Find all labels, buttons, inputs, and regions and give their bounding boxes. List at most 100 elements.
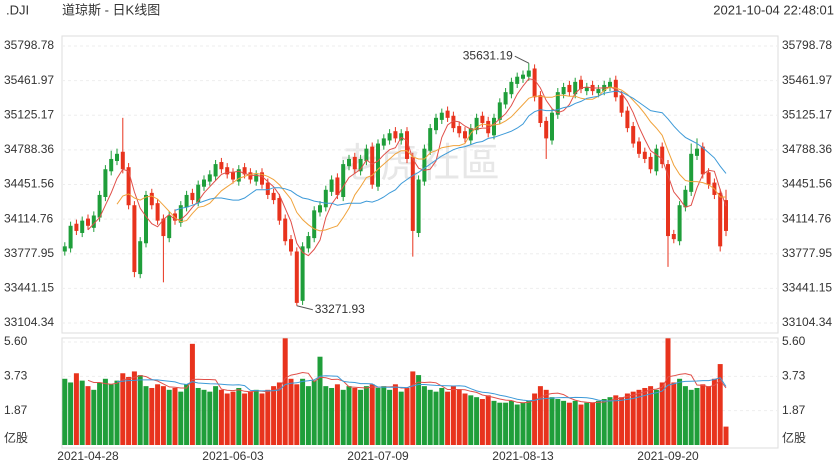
candle-body: [161, 218, 166, 237]
candle-body: [480, 115, 485, 123]
volume-bar: [259, 393, 265, 445]
volume-bar: [213, 386, 219, 445]
candle-body: [358, 158, 363, 172]
volume-bar: [363, 386, 369, 445]
y-tick-label: 34114.76: [4, 211, 53, 225]
candle-body: [492, 117, 496, 136]
candle-body: [219, 162, 224, 170]
candle-body: [654, 148, 659, 172]
volume-bar: [375, 387, 381, 445]
candle-body: [138, 241, 143, 275]
candle-body: [434, 117, 438, 131]
y-tick-label-right: 35125.17: [782, 107, 832, 121]
volume-bar: [398, 391, 404, 445]
candle-body: [265, 182, 270, 195]
candle-body: [532, 68, 537, 98]
y-tick-label: 35798.78: [4, 38, 54, 52]
candle-body: [706, 172, 711, 185]
volume-bar: [288, 378, 294, 445]
candle-body: [155, 203, 160, 221]
candle-body: [254, 174, 259, 182]
volume-bar: [178, 391, 184, 445]
volume-bar: [184, 384, 190, 445]
volume-bar: [711, 378, 717, 445]
volume-bar: [694, 387, 700, 445]
volume-bar: [253, 389, 259, 445]
x-tick-label: 2021-04-28: [57, 449, 119, 463]
y-tick-label: 3.73: [4, 369, 28, 383]
candle-body: [555, 92, 560, 115]
volume-bar: [537, 386, 543, 445]
y-tick-label-right: 35798.78: [782, 38, 832, 52]
volume-bar: [433, 391, 439, 445]
volume-bar: [236, 387, 242, 445]
volume-bar: [543, 389, 549, 445]
volume-bar: [276, 382, 282, 445]
volume-bar: [323, 386, 329, 445]
candle-body: [381, 138, 386, 146]
candle-body: [329, 179, 334, 192]
volume-bar: [665, 338, 671, 445]
candle-body: [642, 151, 647, 159]
candle-body: [283, 218, 288, 242]
y-tick-label-right: 3.73: [782, 369, 806, 383]
candle-body: [271, 192, 276, 201]
volume-bar: [317, 356, 323, 445]
y-tick-label: 33777.95: [4, 246, 54, 260]
x-tick-label: 2021-06-03: [202, 449, 264, 463]
y-tick-label: 33104.34: [4, 315, 54, 329]
candle-body: [97, 194, 102, 218]
annotation-leader: [296, 305, 313, 311]
candle-body: [683, 189, 688, 208]
volume-bar: [195, 387, 201, 445]
volume-bar: [601, 399, 607, 445]
ma-line: [116, 86, 726, 232]
annotation-low: 33271.93: [315, 302, 365, 316]
candle-body: [178, 205, 183, 223]
volume-bar: [445, 391, 451, 445]
candle-body: [80, 220, 85, 233]
volume-bar: [700, 384, 706, 445]
volume-bar: [224, 393, 230, 445]
y-tick-label-right: 1.87: [782, 403, 806, 417]
candle-body: [364, 148, 369, 162]
volume-bar: [561, 400, 567, 445]
candle-body: [619, 95, 624, 113]
candle-body: [474, 117, 479, 131]
volume-bar: [526, 400, 532, 445]
candle-body: [544, 120, 549, 139]
candle-body: [387, 133, 392, 141]
volume-bar: [584, 402, 590, 445]
candle-body: [347, 158, 351, 167]
annotation-leader: [514, 55, 530, 64]
unit-label-right: 亿股: [782, 430, 806, 445]
volume-bar: [149, 387, 155, 445]
volume-bar: [242, 393, 248, 445]
candle-body: [416, 179, 421, 233]
volume-bar: [340, 389, 346, 445]
volume-bar: [508, 400, 514, 445]
y-tick-label-right: 33441.15: [782, 281, 832, 295]
candle-body: [550, 112, 554, 141]
candle-body: [486, 120, 491, 134]
candle-body: [277, 198, 282, 221]
candle-body: [341, 164, 346, 197]
candle-body: [248, 172, 253, 180]
candle-body: [613, 79, 618, 98]
x-tick-label: 2021-08-13: [492, 449, 554, 463]
volume-bar: [311, 380, 317, 445]
y-tick-label: 34788.36: [4, 142, 54, 156]
candle-body: [648, 156, 653, 170]
candle-body: [74, 223, 79, 231]
volume-bar: [387, 389, 393, 445]
volume-bar: [578, 404, 584, 445]
candle-body: [68, 225, 73, 249]
volume-bar: [73, 373, 79, 445]
volume-bar: [68, 382, 74, 445]
candle-body: [242, 167, 247, 175]
volume-bar: [91, 389, 97, 445]
volume-bar: [271, 386, 277, 445]
candle-body: [515, 76, 520, 84]
volume-bar: [201, 389, 207, 445]
candle-body: [213, 164, 218, 177]
